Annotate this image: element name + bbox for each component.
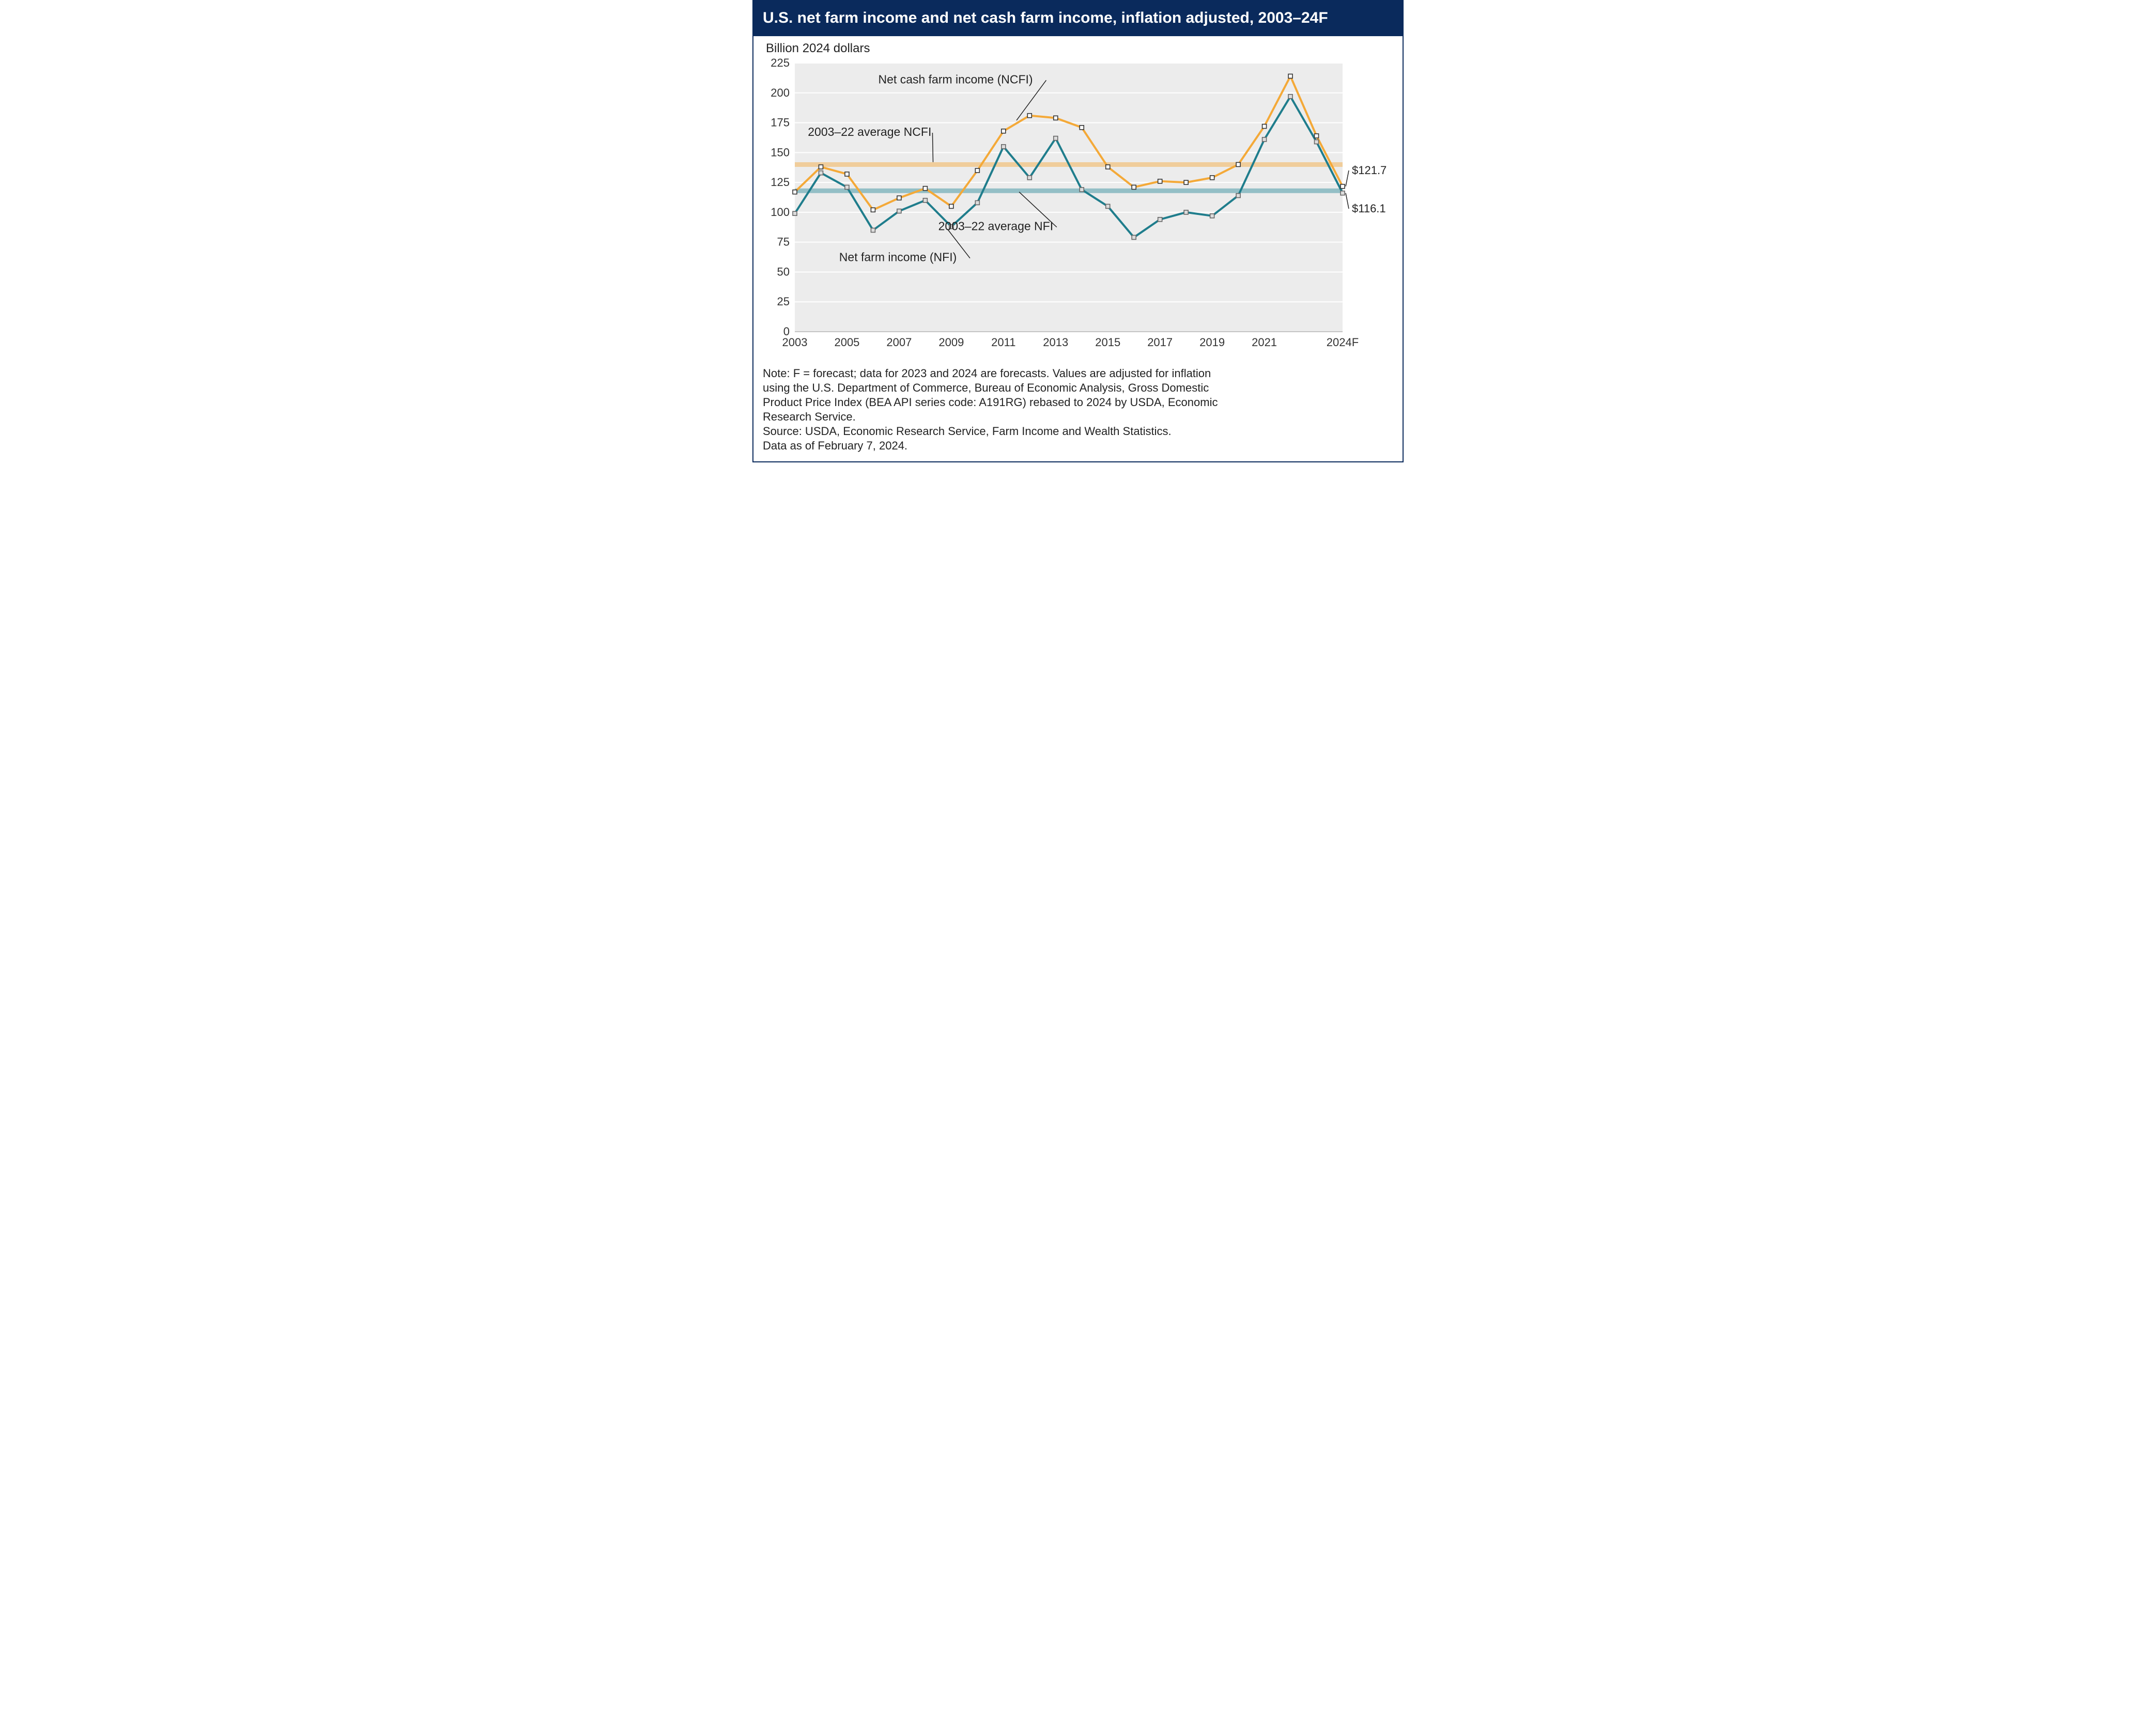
svg-text:125: 125 xyxy=(771,176,790,189)
svg-text:2021: 2021 xyxy=(1252,336,1277,349)
svg-text:2011: 2011 xyxy=(991,336,1015,349)
svg-text:2019: 2019 xyxy=(1199,336,1225,349)
chart-area: 0255075100125150175200225200320052007200… xyxy=(753,58,1403,360)
svg-text:25: 25 xyxy=(777,295,790,308)
svg-text:2009: 2009 xyxy=(938,336,964,349)
svg-text:2015: 2015 xyxy=(1095,336,1120,349)
svg-text:2003–22 average NFI: 2003–22 average NFI xyxy=(938,219,1054,232)
svg-text:200: 200 xyxy=(771,86,790,99)
svg-text:Net farm income (NFI): Net farm income (NFI) xyxy=(839,250,957,263)
note-line: Product Price Index (BEA API series code… xyxy=(763,395,1393,410)
note-line: Data as of February 7, 2024. xyxy=(763,439,1393,453)
svg-text:2024F: 2024F xyxy=(1327,336,1359,349)
svg-text:2003–22 average NCFI: 2003–22 average NCFI xyxy=(808,125,931,138)
svg-text:2003: 2003 xyxy=(782,336,808,349)
note-line: Source: USDA, Economic Research Service,… xyxy=(763,424,1393,439)
chart-notes: Note: F = forecast; data for 2023 and 20… xyxy=(753,360,1403,462)
svg-text:Net cash farm income (NCFI): Net cash farm income (NCFI) xyxy=(879,72,1033,86)
svg-text:175: 175 xyxy=(771,116,790,129)
note-line: Note: F = forecast; data for 2023 and 20… xyxy=(763,366,1393,381)
line-chart-svg: 0255075100125150175200225200320052007200… xyxy=(759,58,1399,358)
note-line: using the U.S. Department of Commerce, B… xyxy=(763,381,1393,395)
svg-text:2007: 2007 xyxy=(886,336,912,349)
svg-text:225: 225 xyxy=(771,58,790,69)
y-axis-label: Billion 2024 dollars xyxy=(753,36,1403,58)
svg-text:2017: 2017 xyxy=(1147,336,1173,349)
svg-text:50: 50 xyxy=(777,265,790,278)
svg-text:$121.7: $121.7 xyxy=(1352,164,1387,177)
svg-text:100: 100 xyxy=(771,205,790,218)
svg-text:2013: 2013 xyxy=(1043,336,1068,349)
svg-text:75: 75 xyxy=(777,235,790,248)
note-line: Research Service. xyxy=(763,410,1393,424)
svg-text:$116.1: $116.1 xyxy=(1352,201,1386,214)
svg-text:2005: 2005 xyxy=(834,336,859,349)
svg-text:150: 150 xyxy=(771,146,790,159)
chart-card: U.S. net farm income and net cash farm i… xyxy=(752,0,1404,462)
chart-title: U.S. net farm income and net cash farm i… xyxy=(753,1,1403,36)
